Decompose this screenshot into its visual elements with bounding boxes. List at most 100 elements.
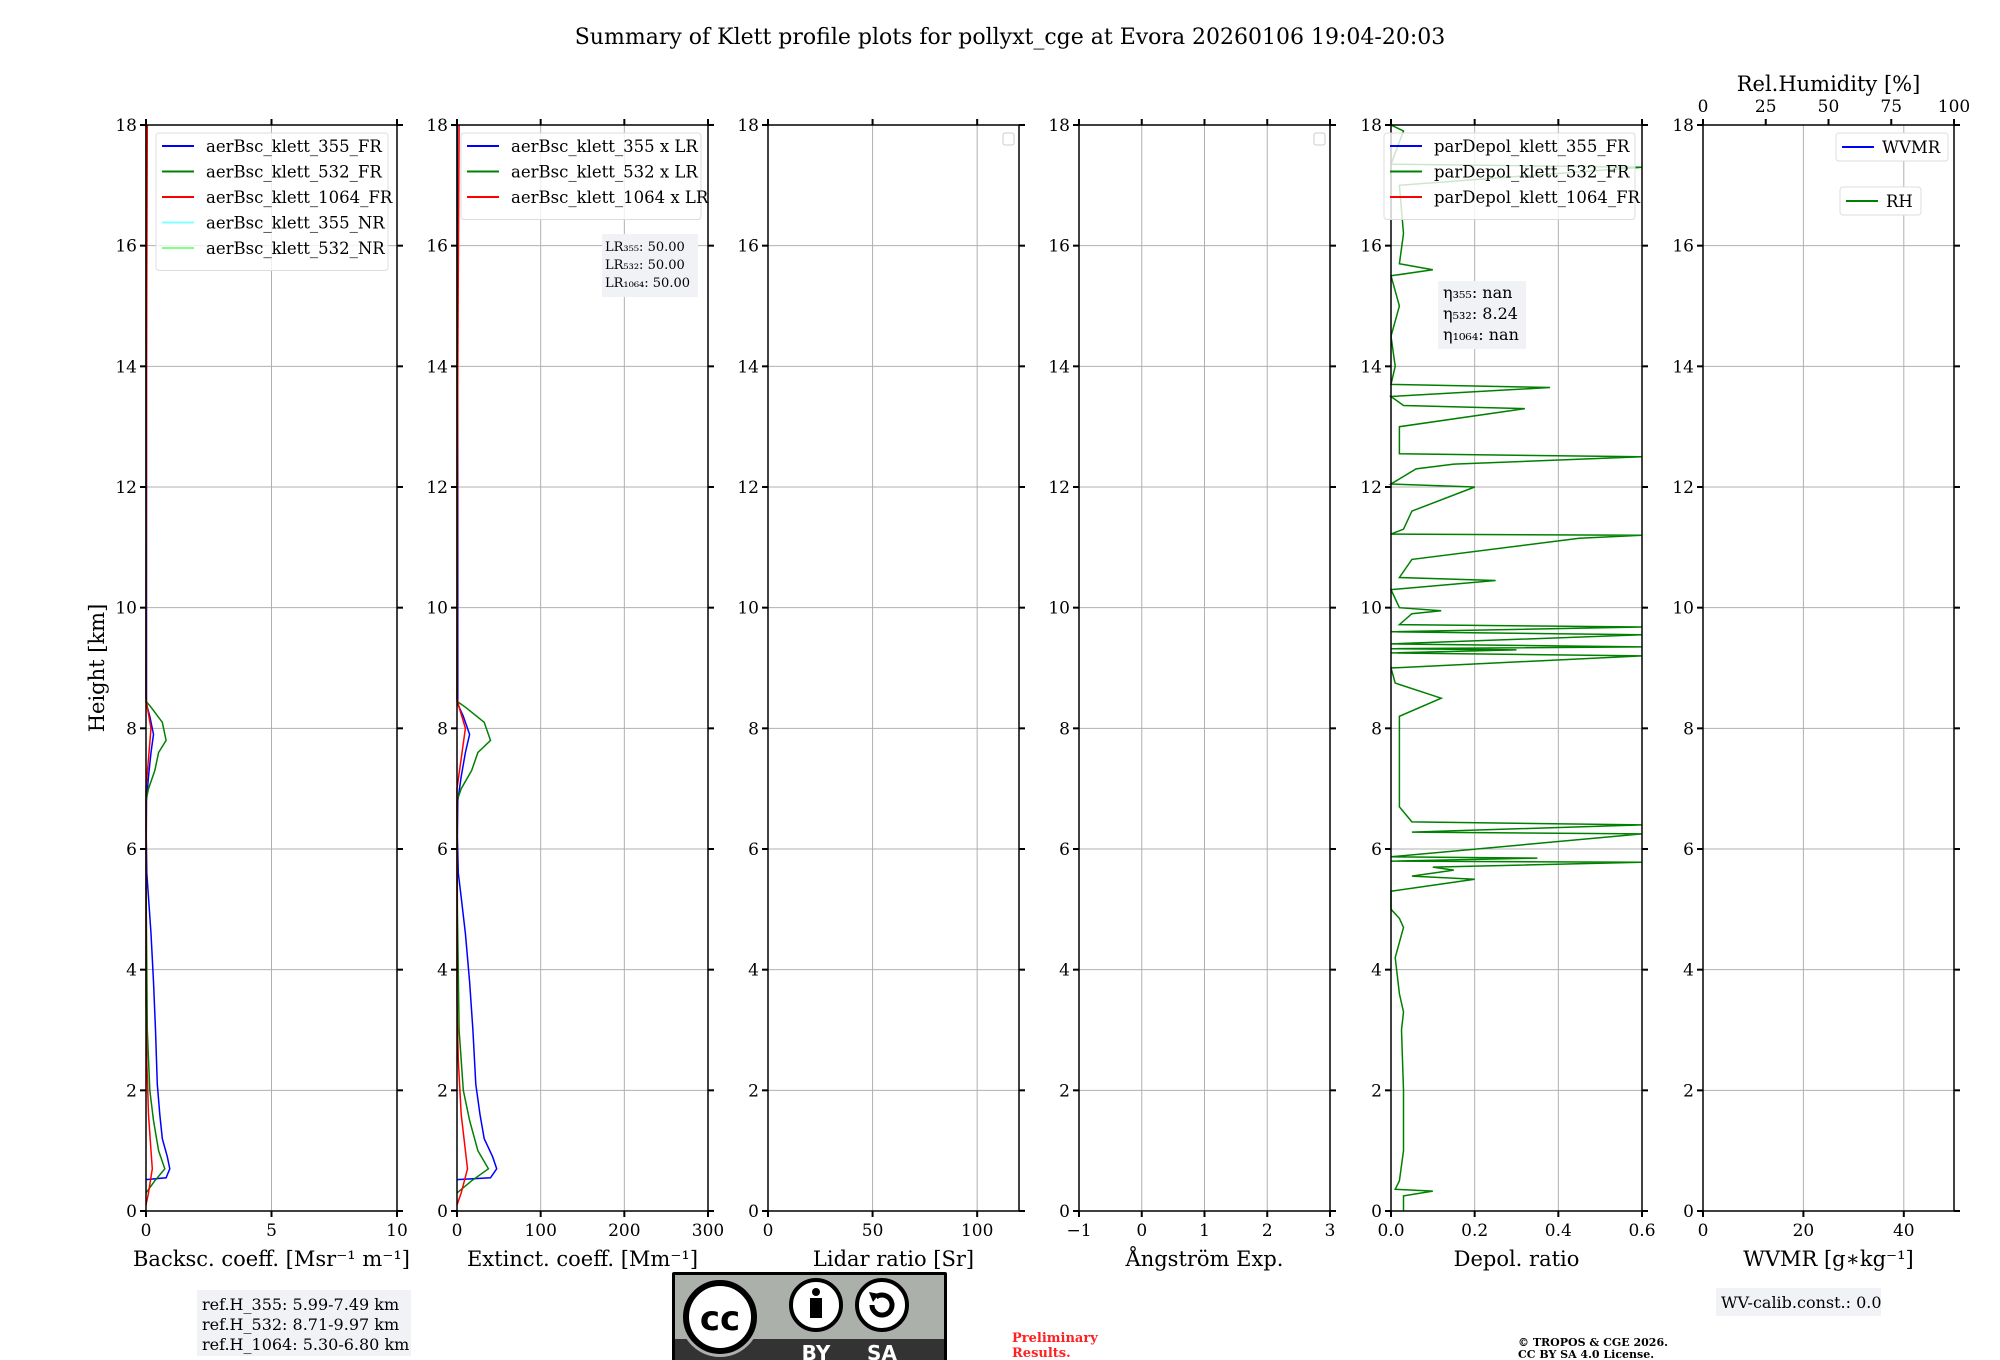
legend-label: RH: [1886, 192, 1913, 211]
panel-extinction: 0 2 4 6 8 10 12 14 16 18 0 100 200 300 Extinct. coeff.…: [426, 116, 724, 1271]
x-tick-label: 3: [1325, 1221, 1336, 1241]
y-tick-label: 10: [737, 599, 759, 619]
x-tick-label: −1: [1066, 1221, 1091, 1241]
y-tick-label: 4: [1371, 961, 1382, 981]
y-tick-label: 4: [1059, 961, 1070, 981]
y-tick-label: 18: [1048, 116, 1070, 136]
annotation-line: η₃₅₅: nan: [1443, 283, 1512, 302]
y-tick-label: 10: [1048, 599, 1070, 619]
legend-wvmr: WVMR: [1835, 132, 1949, 162]
legend-label: parDepol_klett_355_FR: [1434, 137, 1630, 156]
y-tick-label: 2: [1371, 1081, 1382, 1101]
y-tick-label: 8: [126, 719, 137, 739]
y-tick-label: 16: [1048, 237, 1070, 257]
panel-lidar-ratio: 0 2 4 6 8 10 12 14 16 18 0 50 100 Lidar ratio [Sr]: [737, 116, 1025, 1271]
empty-legend-box: [1313, 132, 1326, 146]
wv-calib-text: WV-calib.const.: 0.0: [1721, 1293, 1882, 1312]
axes-frame: [1702, 124, 1955, 1212]
y-tick-label: 2: [1683, 1081, 1694, 1101]
wv-calib-box: WV-calib.const.: 0.0: [1716, 1288, 1882, 1316]
y-tick-label: 0: [1371, 1202, 1382, 1222]
legend-label: aerBsc_klett_1064_FR: [206, 188, 393, 207]
y-tick-label: 0: [748, 1202, 759, 1222]
x-tick-label: 200: [608, 1221, 640, 1241]
y-tick-label: 8: [1059, 719, 1070, 739]
y-tick-label: 16: [737, 237, 759, 257]
empty-legend-box: [1002, 132, 1015, 146]
annotation-line: η₅₃₂: 8.24: [1443, 304, 1518, 323]
y-tick-label: 4: [1683, 961, 1694, 981]
x2-tick-label: 75: [1880, 97, 1902, 117]
ref-height-1064: ref.H_1064: 5.30-6.80 km: [202, 1335, 409, 1354]
y-tick-label: 18: [1672, 116, 1694, 136]
panel-backscatter: 0 2 4 6 8 10 12 14 16 18 0 5 10 Backsc. coeff. [Msr⁻¹…: [115, 116, 410, 1271]
y-tick-label: 6: [126, 840, 137, 860]
y-tick-label: 6: [1059, 840, 1070, 860]
y-tick-label: 4: [748, 961, 759, 981]
sa-label: SA: [867, 1341, 897, 1360]
ref-height-355: ref.H_355: 5.99-7.49 km: [202, 1295, 399, 1314]
y-tick-label: 10: [426, 599, 448, 619]
x-axis-label: Depol. ratio: [1454, 1247, 1580, 1271]
y-tick-label: 16: [1360, 237, 1382, 257]
y-tick-label: 0: [126, 1202, 137, 1222]
y-tick-label: 14: [1672, 357, 1694, 377]
x-tick-label: 2: [1262, 1221, 1273, 1241]
series-line-aerbsc-klett-355-fr: [145, 124, 171, 1181]
y-tick-label: 12: [1360, 478, 1382, 498]
y-tick-label: 8: [437, 719, 448, 739]
y-tick-label: 18: [737, 116, 759, 136]
x-tick-label: 10: [386, 1221, 408, 1241]
annotation-box: LR₃₅₅: 50.00 LR₅₃₂: 50.00 LR₁₀₆₄: 50.00: [602, 234, 698, 297]
y-tick-label: 0: [1683, 1202, 1694, 1222]
legend-rh: RH: [1839, 186, 1922, 216]
x-tick-label: 40: [1893, 1221, 1915, 1241]
axes-frame: [767, 124, 1020, 1212]
y-tick-label: 8: [1683, 719, 1694, 739]
y-tick-label: 4: [126, 961, 137, 981]
panel-depol: 0 2 4 6 8 10 12 14 16 18 0.0 0.2 0.4 0.6 Depol. ratio p…: [1360, 116, 1655, 1271]
series-line-aerbsc-klett-1064-x-lr: [456, 124, 469, 1206]
series-line-aerbsc-klett-355-x-lr: [456, 124, 498, 1181]
y-tick-label: 12: [426, 478, 448, 498]
y-tick-label: 0: [437, 1202, 448, 1222]
ref-height-box: ref.H_355: 5.99-7.49 km ref.H_532: 8.71-…: [197, 1290, 411, 1356]
x2-axis-label: Rel.Humidity [%]: [1737, 72, 1921, 96]
legend-label: aerBsc_klett_355_FR: [206, 137, 382, 156]
y-tick-label: 12: [115, 478, 137, 498]
legend-label: aerBsc_klett_532 x LR: [511, 163, 698, 182]
legend-label: aerBsc_klett_355 x LR: [511, 137, 698, 156]
annotation-line: LR₁₀₆₄: 50.00: [605, 276, 690, 291]
x-tick-label: 0: [1698, 1221, 1709, 1241]
y-tick-label: 10: [1360, 599, 1382, 619]
legend-label: aerBsc_klett_1064 x LR: [511, 188, 709, 207]
x-tick-label: 100: [524, 1221, 556, 1241]
x-tick-label: 1: [1199, 1221, 1210, 1241]
y-tick-label: 12: [1048, 478, 1070, 498]
y-tick-label: 14: [1360, 357, 1382, 377]
legend-label: aerBsc_klett_355_NR: [206, 214, 385, 233]
x-tick-label: 0: [452, 1221, 463, 1241]
ref-height-532: ref.H_532: 8.71-9.97 km: [202, 1315, 399, 1334]
annotation-box: η₃₅₅: nan η₅₃₂: 8.24 η₁₀₆₄: nan: [1438, 281, 1526, 349]
y-tick-label: 16: [115, 237, 137, 257]
y-tick-label: 10: [1672, 599, 1694, 619]
legend: aerBsc_klett_355 x LR aerBsc_klett_532 x …: [460, 132, 709, 220]
x-tick-label: 0.0: [1377, 1221, 1404, 1241]
legend-label: WVMR: [1882, 138, 1941, 157]
cc-text: cc: [700, 1299, 740, 1339]
y-tick-label: 6: [437, 840, 448, 860]
y-tick-label: 14: [737, 357, 759, 377]
x-tick-label: 50: [862, 1221, 884, 1241]
x-axis-label: Ångström Exp.: [1125, 1246, 1284, 1271]
y-tick-label: 18: [426, 116, 448, 136]
preliminary-note-line2: Results.: [1012, 1346, 1071, 1360]
x-tick-label: 0.6: [1628, 1221, 1655, 1241]
copyright-line2: CC BY SA 4.0 License.: [1518, 1348, 1654, 1360]
y-tick-label: 0: [1059, 1202, 1070, 1222]
x-tick-label: 0.4: [1545, 1221, 1572, 1241]
x-axis-label: Lidar ratio [Sr]: [813, 1247, 974, 1271]
y-tick-label: 2: [437, 1081, 448, 1101]
